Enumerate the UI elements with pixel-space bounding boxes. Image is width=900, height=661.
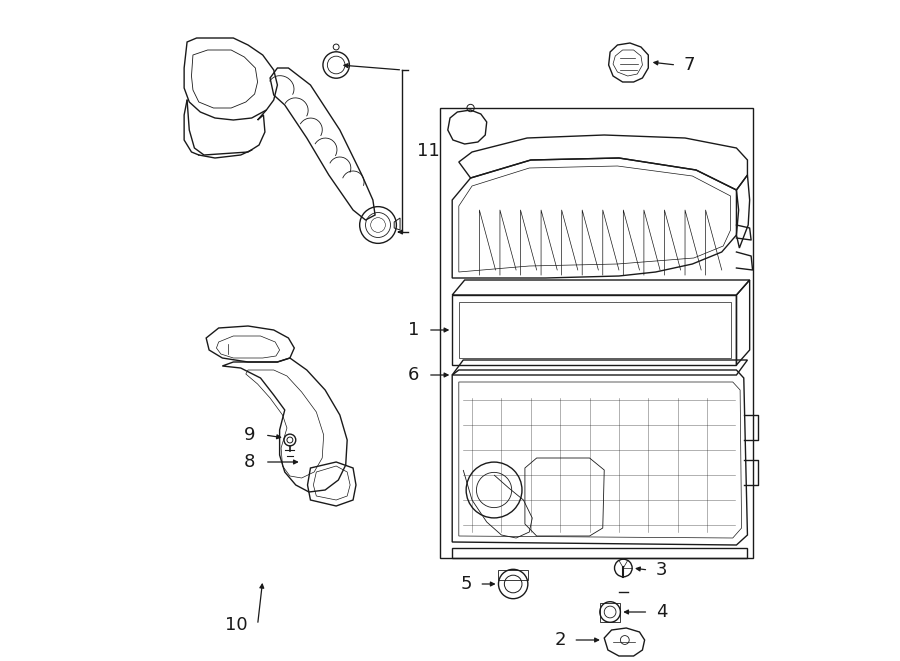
Text: 10: 10 — [225, 616, 248, 634]
Text: 3: 3 — [655, 561, 667, 579]
Text: 9: 9 — [244, 426, 255, 444]
Text: 5: 5 — [461, 575, 472, 593]
Text: 11: 11 — [417, 142, 440, 160]
Text: 8: 8 — [244, 453, 255, 471]
Text: 6: 6 — [408, 366, 419, 384]
Text: 1: 1 — [408, 321, 419, 339]
Bar — [440, 108, 752, 558]
Text: 2: 2 — [554, 631, 566, 649]
Text: 4: 4 — [655, 603, 667, 621]
Text: 7: 7 — [684, 56, 695, 74]
